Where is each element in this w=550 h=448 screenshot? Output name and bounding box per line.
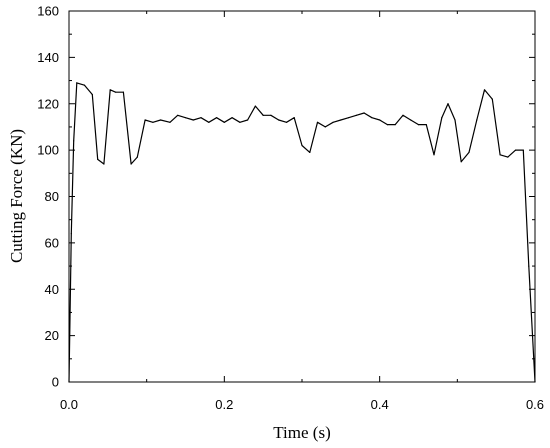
y-tick-label: 20	[45, 328, 59, 343]
data-point	[402, 114, 404, 116]
data-point	[247, 119, 249, 121]
data-point	[386, 124, 389, 126]
data-point	[309, 151, 311, 154]
data-point	[332, 121, 334, 123]
y-tick-label: 100	[37, 143, 59, 158]
data-point	[70, 233, 72, 235]
data-point	[483, 89, 486, 91]
data-point	[507, 156, 509, 158]
data-points	[68, 82, 536, 383]
y-tick-label: 80	[45, 189, 59, 204]
data-point	[184, 117, 187, 119]
data-point	[200, 117, 202, 119]
data-point	[534, 381, 536, 383]
data-point	[468, 151, 470, 154]
data-point	[363, 112, 365, 114]
data-point	[285, 121, 288, 123]
y-tick-label: 0	[52, 375, 59, 390]
x-tick-label: 0.2	[215, 397, 233, 412]
data-point	[293, 117, 295, 119]
data-point	[379, 119, 381, 121]
y-tick-label: 160	[37, 4, 59, 19]
data-point	[491, 98, 493, 100]
data-point	[460, 161, 462, 163]
data-point	[499, 154, 501, 156]
data-point	[522, 149, 524, 151]
data-point	[208, 121, 210, 123]
data-point	[425, 124, 427, 126]
data-point	[262, 114, 264, 116]
data-point	[103, 163, 105, 165]
data-point	[152, 121, 154, 123]
data-point	[371, 117, 373, 119]
data-point	[231, 117, 233, 119]
data-point	[476, 119, 478, 121]
x-tick-label: 0.6	[526, 397, 544, 412]
data-point	[528, 265, 530, 267]
data-point	[91, 93, 93, 96]
data-point	[394, 124, 396, 126]
data-point	[177, 114, 179, 116]
data-point	[355, 114, 357, 116]
data-point	[447, 103, 449, 105]
cutting-force-line	[68, 82, 536, 383]
data-point	[433, 154, 435, 156]
data-point	[73, 140, 75, 142]
data-point	[76, 82, 78, 84]
data-point	[136, 156, 138, 158]
data-point	[192, 119, 194, 121]
y-axis-title: Cutting Force (KN)	[7, 129, 26, 263]
data-point	[115, 91, 117, 93]
data-point	[301, 144, 303, 147]
data-point	[97, 158, 99, 160]
x-tick-label: 0.4	[371, 397, 389, 412]
data-point	[215, 117, 218, 119]
data-point	[68, 381, 70, 383]
data-point	[130, 163, 132, 165]
data-point	[348, 117, 350, 119]
x-axis-title: Time (s)	[273, 423, 330, 442]
data-point	[109, 89, 111, 91]
data-point	[417, 124, 420, 126]
y-tick-label: 140	[37, 50, 59, 65]
data-point	[454, 119, 456, 121]
data-point	[410, 119, 412, 121]
data-point	[239, 121, 241, 123]
data-point	[514, 149, 517, 151]
data-point	[278, 119, 280, 121]
data-point	[144, 119, 146, 121]
data-point	[83, 84, 86, 86]
data-point	[122, 91, 124, 93]
data-point	[441, 117, 443, 119]
data-point	[160, 119, 162, 121]
data-point	[223, 121, 225, 123]
y-tick-label: 60	[45, 235, 59, 250]
plot-frame	[68, 10, 536, 383]
data-point	[340, 119, 342, 121]
x-tick-label: 0.0	[60, 397, 78, 412]
y-tick-label: 40	[45, 282, 59, 297]
data-point	[169, 121, 171, 123]
data-point	[316, 121, 319, 123]
data-point	[270, 114, 272, 116]
y-tick-label: 120	[37, 96, 59, 111]
data-point	[254, 105, 256, 107]
data-point	[324, 126, 326, 128]
axis-ticks: 0.0 0.2 0.4 0.6 0 20 40 60 80 100 120 140 160	[37, 4, 544, 413]
